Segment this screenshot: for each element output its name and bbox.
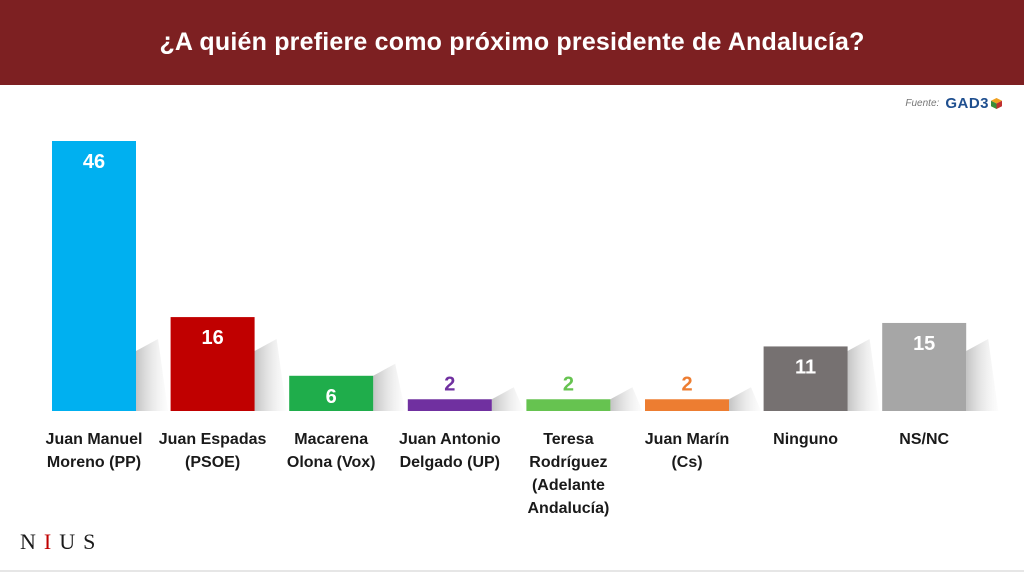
nius-logo: NIUS: [20, 529, 103, 555]
source-credit: Fuente: GAD3: [905, 95, 1002, 112]
category-label: (Cs): [671, 454, 702, 471]
category-label: Juan Marín: [645, 431, 729, 448]
gad3-logo: GAD3: [945, 95, 1002, 112]
category-label: Ninguno: [773, 431, 838, 448]
category-label: NS/NC: [899, 431, 949, 448]
category-label: (Adelante: [532, 477, 605, 494]
bar: [645, 399, 729, 411]
nius-logo-s: S: [83, 529, 104, 554]
bar-value-label: 2: [444, 373, 455, 395]
cube-icon: [991, 98, 1002, 109]
bar: [52, 141, 136, 411]
bar-shadow: [491, 387, 524, 411]
category-label: Juan Manuel: [46, 431, 143, 448]
bar-shadow: [729, 387, 761, 411]
category-label: Teresa: [543, 431, 594, 448]
nius-logo-u: U: [59, 529, 84, 554]
category-label: Moreno (PP): [47, 454, 141, 471]
bar: [407, 399, 492, 411]
category-label: Olona (Vox): [287, 454, 376, 471]
source-label: Fuente:: [905, 98, 940, 109]
category-label: Juan Antonio: [399, 431, 501, 448]
category-label: (PSOE): [185, 454, 240, 471]
bar-value-label: 2: [563, 373, 574, 395]
nius-logo-i: I: [43, 529, 60, 554]
bar-shadow: [847, 339, 880, 411]
bar-shadow: [966, 339, 999, 411]
bar-shadow: [610, 387, 643, 411]
bar-value-label: 6: [326, 386, 337, 408]
chart-header: ¿A quién prefiere como próximo president…: [0, 0, 1024, 85]
bottom-divider: [0, 570, 1024, 572]
bar-shadow: [136, 339, 168, 411]
nius-logo-n: N: [20, 529, 44, 554]
bar-value-label: 11: [795, 356, 816, 378]
bar-shadow: [254, 339, 287, 411]
category-label: Rodríguez: [529, 454, 607, 471]
category-label: Juan Espadas: [159, 431, 267, 448]
bar: [882, 322, 967, 411]
category-label: Andalucía): [528, 500, 610, 517]
bar-value-label: 15: [913, 333, 935, 355]
bar: [289, 375, 374, 411]
bar: [170, 317, 255, 411]
bar-value-label: 2: [681, 373, 692, 395]
bar-value-label: 46: [83, 151, 105, 173]
bar: [526, 399, 611, 411]
bar-shadow: [373, 363, 406, 411]
category-label: Delgado (UP): [400, 454, 500, 471]
bar: [763, 346, 848, 411]
chart-title: ¿A quién prefiere como próximo president…: [159, 28, 865, 56]
bar-value-label: 16: [201, 327, 223, 349]
gad3-logo-text: GAD3: [945, 95, 989, 112]
category-label: Macarena: [294, 431, 368, 448]
